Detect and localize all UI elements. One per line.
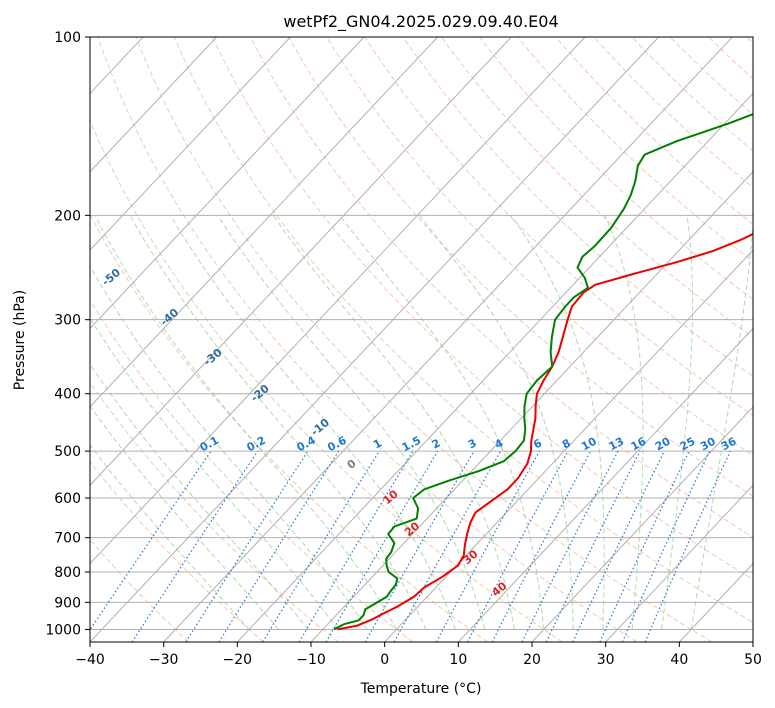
moist-adiabat-line — [217, 215, 486, 630]
moist-adiabat-line — [419, 214, 574, 630]
isotherm-line — [384, 249, 753, 642]
mixing-ratio-label: 20 — [653, 435, 673, 454]
x-tick-label: 20 — [523, 652, 541, 668]
x-tick-label: −40 — [75, 652, 105, 668]
mixing-ratio-label: 16 — [629, 435, 649, 454]
isotherm-line — [90, 37, 291, 251]
moist-adiabat-line — [94, 215, 397, 630]
mixing-ratio-line — [90, 450, 212, 631]
dry-adiabat-line — [326, 37, 753, 457]
isotherm-line — [90, 37, 365, 330]
moist-adiabat-line — [510, 215, 605, 630]
moist-adiabat-line — [90, 317, 338, 630]
moist-adiabat-line — [661, 215, 694, 630]
moist-adiabat-line — [604, 215, 644, 630]
isotherm-line — [457, 327, 753, 642]
moist-adiabat-line — [170, 215, 456, 630]
x-axis-ticks: −40 −30 −20 −10 0 10 20 30 40 50 — [75, 642, 762, 668]
dry-adiabat-line — [90, 538, 190, 642]
y-axis-ticks: 100 200 300 400 500 600 700 800 900 1000 — [45, 30, 90, 638]
x-tick-label: 0 — [380, 652, 389, 668]
dry-adiabat-line — [97, 37, 638, 642]
data-series — [333, 113, 753, 631]
x-tick-label: 50 — [744, 652, 762, 668]
dry-adiabat-line — [250, 37, 753, 538]
isotherm-line — [90, 37, 586, 565]
isotherm-line — [90, 37, 512, 486]
dry-adiabats — [90, 37, 753, 642]
plot-frame — [89, 36, 754, 643]
y-tick-label: 300 — [54, 313, 81, 329]
isotherm-line — [163, 37, 733, 642]
moist-adiabat-line — [339, 215, 545, 630]
x-axis-title: Temperature (°C) — [360, 681, 482, 697]
y-tick-label: 900 — [54, 595, 81, 611]
mixing-ratio-line — [545, 450, 641, 642]
y-tick-label: 100 — [54, 30, 81, 46]
mixing-ratio-label: 25 — [678, 435, 698, 454]
y-tick-label: 800 — [54, 565, 81, 581]
dry-adiabat-line — [402, 37, 753, 377]
moist-adiabat-line — [90, 444, 250, 630]
mixing-ratio-line — [644, 450, 731, 642]
y-tick-label: 700 — [54, 531, 81, 547]
y-tick-label: 400 — [54, 387, 81, 403]
y-tick-label: 200 — [54, 208, 81, 224]
dry-adiabat-line — [90, 299, 414, 642]
x-tick-label: 30 — [597, 652, 615, 668]
dry-adiabat-line — [288, 37, 753, 497]
isotherm-line — [90, 37, 439, 408]
dry-adiabat-line — [90, 461, 264, 642]
mixing-ratio-label: 36 — [719, 434, 739, 453]
mixing-ratio-line — [393, 450, 502, 642]
moist-adiabat-line — [272, 215, 515, 630]
mixing-ratio-lines — [90, 450, 731, 642]
x-tick-label: 40 — [670, 652, 688, 668]
plot-area: 0.10.20.40.611.52346810131620253036-100-… — [90, 37, 753, 642]
skewed-isotherms — [90, 37, 753, 642]
moist-adiabat-line — [129, 215, 427, 630]
mixing-ratio-line — [185, 450, 309, 642]
temperature-profile-line — [337, 232, 753, 631]
x-tick-label: −20 — [223, 652, 253, 668]
dry-adiabat-line — [90, 119, 563, 642]
mixing-ratio-line — [262, 450, 380, 642]
dry-adiabat-line — [135, 37, 712, 642]
mixing-ratio-line — [621, 450, 711, 642]
y-tick-label: 1000 — [45, 622, 81, 638]
isotherm-line — [605, 484, 753, 642]
mixing-ratio-label: 30 — [698, 435, 718, 454]
dry-adiabat-line — [211, 37, 753, 581]
chart-title: wetPf2_GN04.2025.029.09.40.E04 — [283, 12, 558, 32]
mixing-ratio-line — [435, 450, 540, 642]
isotherm-line — [90, 37, 218, 173]
mixing-ratio-label: 10 — [579, 435, 599, 454]
mixing-ratio-label: 13 — [607, 435, 627, 454]
y-axis-title: Pressure (hPa) — [12, 290, 28, 390]
dry-adiabat-line — [440, 37, 753, 339]
dry-adiabat-line — [90, 213, 488, 642]
x-tick-label: −10 — [296, 652, 326, 668]
isotherm-line — [531, 406, 753, 642]
dry-adiabat-line — [173, 37, 753, 624]
mixing-ratio-line — [521, 450, 619, 642]
x-tick-label: 10 — [449, 652, 467, 668]
isotherm-line — [236, 92, 753, 642]
y-tick-label: 600 — [54, 491, 81, 507]
y-tick-label: 500 — [54, 444, 81, 460]
isotherm-line — [90, 37, 660, 642]
x-tick-label: −30 — [149, 652, 179, 668]
moist-adiabat-line — [90, 265, 368, 630]
moist-adiabats — [90, 214, 753, 630]
moist-adiabat-line — [90, 405, 279, 630]
dewpoint-profile-line — [333, 113, 753, 631]
mixing-ratio-line — [131, 450, 259, 642]
